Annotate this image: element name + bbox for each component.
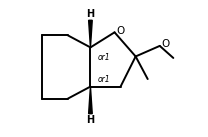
Text: O: O — [117, 26, 125, 36]
Text: O: O — [161, 39, 170, 49]
Text: H: H — [86, 9, 94, 19]
Polygon shape — [89, 87, 92, 114]
Polygon shape — [89, 20, 92, 47]
Text: or1: or1 — [97, 75, 110, 84]
Text: H: H — [86, 115, 94, 125]
Text: or1: or1 — [97, 53, 110, 62]
